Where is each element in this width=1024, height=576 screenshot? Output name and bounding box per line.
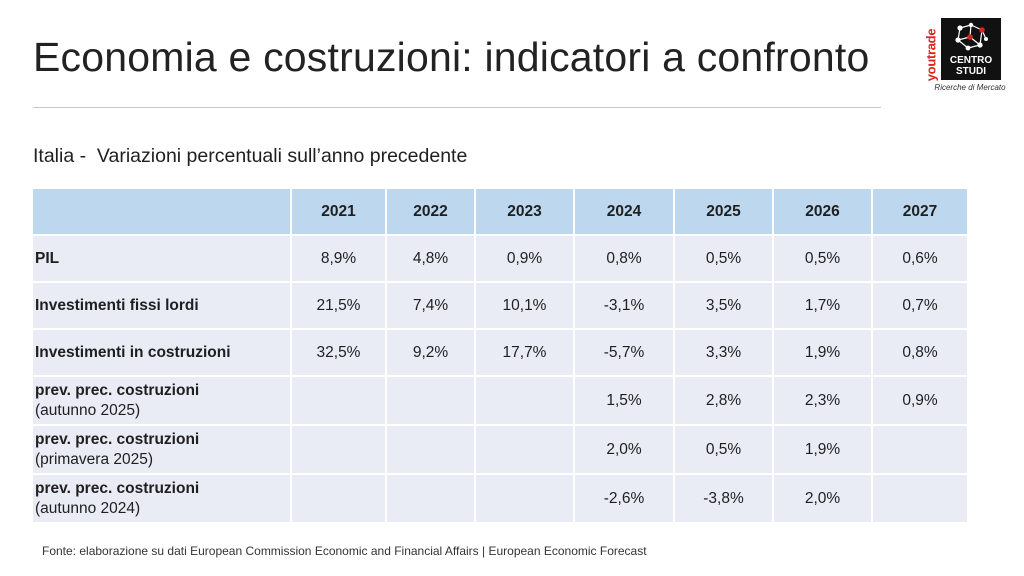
table-row-prev-autunno-2025: prev. prec. costruzioni (autunno 2025) 1,… xyxy=(31,375,969,426)
header-row: 2021 2022 2023 2024 2025 2026 2027 xyxy=(31,187,969,236)
table-cell: 0,8% xyxy=(573,234,675,283)
table-cell: 1,5% xyxy=(573,375,675,426)
logo-line-studi: STUDI xyxy=(956,66,986,77)
table-cell: 3,5% xyxy=(673,281,774,330)
table-cell: 2,3% xyxy=(772,375,873,426)
table-cell: 1,9% xyxy=(772,424,873,475)
table-cell xyxy=(290,424,387,475)
table-cell: 0,5% xyxy=(673,234,774,283)
row-label: Investimenti fissi lordi xyxy=(31,281,292,330)
table-cell: -2,6% xyxy=(573,473,675,524)
slide-title: Economia e costruzioni: indicatori a con… xyxy=(33,34,870,80)
table-row-prev-primavera-2025: prev. prec. costruzioni (primavera 2025) … xyxy=(31,424,969,475)
table-cell xyxy=(385,375,476,426)
table-cell xyxy=(871,473,969,524)
year-header: 2021 xyxy=(290,187,387,236)
table-cell: 2,0% xyxy=(573,424,675,475)
row-label-main: prev. prec. costruzioni xyxy=(35,479,200,497)
year-header: 2022 xyxy=(385,187,476,236)
year-header: 2023 xyxy=(474,187,575,236)
source-note: Fonte: elaborazione su dati European Com… xyxy=(42,544,647,558)
title-divider xyxy=(33,107,881,108)
table-cell xyxy=(290,473,387,524)
year-header: 2024 xyxy=(573,187,675,236)
table-cell xyxy=(871,424,969,475)
table-cell: 0,8% xyxy=(871,328,969,377)
indicators-table: 2021 2022 2023 2024 2025 2026 2027 PIL 8… xyxy=(31,187,969,524)
table-cell xyxy=(474,424,575,475)
table-cell xyxy=(385,424,476,475)
table-cell xyxy=(385,473,476,524)
table-cell: 7,4% xyxy=(385,281,476,330)
table-subtitle: Italia - Variazioni percentuali sull’ann… xyxy=(33,145,468,167)
table-cell: 0,5% xyxy=(673,424,774,475)
table-cell: 2,8% xyxy=(673,375,774,426)
logo-line-centro: CENTRO xyxy=(949,55,993,66)
row-label: prev. prec. costruzioni (primavera 2025) xyxy=(31,424,292,475)
logo-box: CENTRO STUDI xyxy=(941,18,1001,80)
year-header: 2025 xyxy=(673,187,774,236)
table-row-investimenti-costruzioni: Investimenti in costruzioni 32,5% 9,2% 1… xyxy=(31,328,969,377)
table-cell: 17,7% xyxy=(474,328,575,377)
table-cell xyxy=(474,375,575,426)
row-label-sub: (autunno 2025) xyxy=(35,401,141,419)
table-cell: 0,5% xyxy=(772,234,873,283)
table-cell: 1,7% xyxy=(772,281,873,330)
row-label-sub: (autunno 2024) xyxy=(35,499,141,517)
table-cell: -3,8% xyxy=(673,473,774,524)
centro-studi-logo: youtrade CENTRO STUDI Ricerche di Mercat… xyxy=(922,18,1006,98)
table-cell: 0,9% xyxy=(871,375,969,426)
table-cell: -5,7% xyxy=(573,328,675,377)
table-cell: 10,1% xyxy=(474,281,575,330)
year-header: 2027 xyxy=(871,187,969,236)
row-label-main: prev. prec. costruzioni xyxy=(35,430,200,448)
row-label: prev. prec. costruzioni (autunno 2025) xyxy=(31,375,292,426)
table-row-investimenti-fissi: Investimenti fissi lordi 21,5% 7,4% 10,1… xyxy=(31,281,969,330)
row-label-sub: (primavera 2025) xyxy=(35,450,154,468)
table-cell: 1,9% xyxy=(772,328,873,377)
row-label: prev. prec. costruzioni (autunno 2024) xyxy=(31,473,292,524)
table-cell xyxy=(290,375,387,426)
row-label: Investimenti in costruzioni xyxy=(31,328,292,377)
row-label: PIL xyxy=(31,234,292,283)
year-header: 2026 xyxy=(772,187,873,236)
table-cell: 0,7% xyxy=(871,281,969,330)
table-cell: 8,9% xyxy=(290,234,387,283)
table-cell: 9,2% xyxy=(385,328,476,377)
table-cell xyxy=(474,473,575,524)
table-row-pil: PIL 8,9% 4,8% 0,9% 0,8% 0,5% 0,5% 0,6% xyxy=(31,234,969,283)
table-cell: 32,5% xyxy=(290,328,387,377)
table-cell: 0,6% xyxy=(871,234,969,283)
table-cell: 4,8% xyxy=(385,234,476,283)
table-cell: 21,5% xyxy=(290,281,387,330)
logo-side-text: youtrade xyxy=(923,28,939,82)
logo-caption: Ricerche di Mercato xyxy=(934,83,1006,92)
table-cell: 2,0% xyxy=(772,473,873,524)
table-cell: -3,1% xyxy=(573,281,675,330)
header-blank xyxy=(31,187,292,236)
table-row-prev-autunno-2024: prev. prec. costruzioni (autunno 2024) -2… xyxy=(31,473,969,524)
table-cell: 3,3% xyxy=(673,328,774,377)
table-cell: 0,9% xyxy=(474,234,575,283)
row-label-main: prev. prec. costruzioni xyxy=(35,381,200,399)
network-icon xyxy=(955,22,988,51)
